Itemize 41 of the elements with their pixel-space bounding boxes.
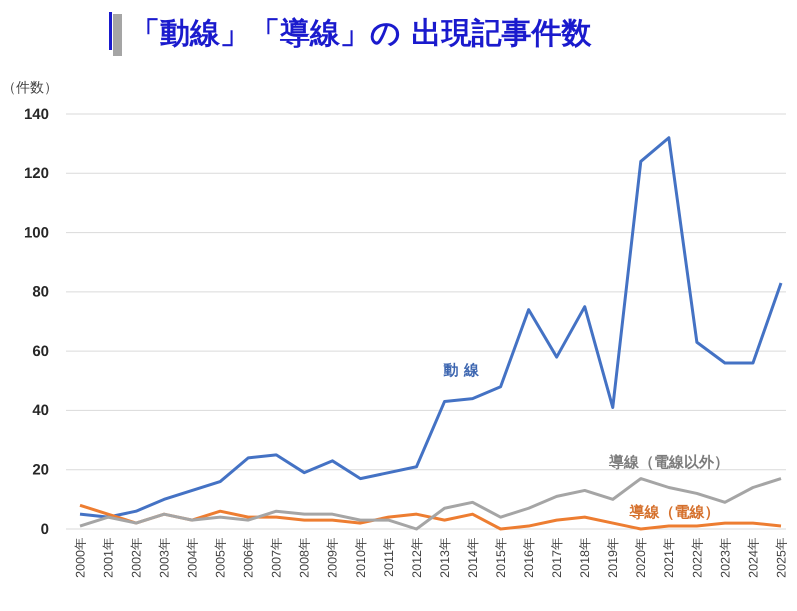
series-label: 導線（電線以外） — [608, 452, 729, 471]
x-tick-label: 2014年 — [466, 537, 480, 578]
x-tick-label: 2007年 — [270, 537, 284, 578]
y-axis-title: （件数） — [2, 80, 58, 96]
x-tick-label: 2016年 — [522, 537, 536, 578]
x-tick-label: 2021年 — [662, 537, 676, 578]
series-label: 動 線 — [442, 360, 480, 379]
y-tick-label: 100 — [24, 224, 49, 242]
x-tick-label: 2009年 — [326, 537, 340, 578]
y-tick-label: 140 — [24, 106, 49, 123]
series-label: 導線（電線） — [628, 503, 720, 522]
x-tick-label: 2024年 — [746, 537, 760, 578]
x-tick-label: 2018年 — [578, 537, 592, 578]
x-tick-label: 2008年 — [298, 537, 312, 578]
x-tick-label: 2005年 — [214, 537, 228, 578]
x-tick-label: 2013年 — [438, 537, 452, 578]
y-tick-label: 120 — [24, 165, 49, 182]
x-tick-label: 2017年 — [550, 537, 564, 578]
y-tick-label: 40 — [32, 402, 49, 420]
y-tick-label: 80 — [32, 284, 49, 301]
x-tick-label: 2003年 — [157, 537, 172, 578]
x-tick-label: 2010年 — [354, 537, 368, 578]
x-tick-label: 2020年 — [634, 537, 648, 578]
x-tick-label: 2001年 — [101, 537, 116, 578]
x-tick-label: 2006年 — [242, 537, 256, 578]
x-tick-label: 2000年 — [73, 537, 88, 578]
line-series — [78, 136, 782, 519]
x-tick-label: 2012年 — [410, 537, 424, 578]
x-tick-label: 2002年 — [129, 537, 144, 578]
x-tick-label: 2004年 — [186, 537, 200, 578]
y-tick-label: 20 — [32, 462, 49, 479]
x-tick-label: 2019年 — [606, 537, 620, 578]
chart-title: 「動線」「導線」の 出現記事件数 — [130, 16, 592, 51]
x-tick-label: 2023年 — [718, 537, 732, 578]
y-tick-label: 60 — [32, 342, 49, 360]
y-tick-label: 0 — [40, 520, 49, 538]
x-tick-label: 2015年 — [494, 537, 508, 578]
x-tick-label: 2025年 — [774, 537, 788, 578]
x-tick-label: 2022年 — [690, 537, 704, 578]
line-series — [78, 477, 782, 530]
x-tick-label: 2011年 — [382, 537, 396, 577]
